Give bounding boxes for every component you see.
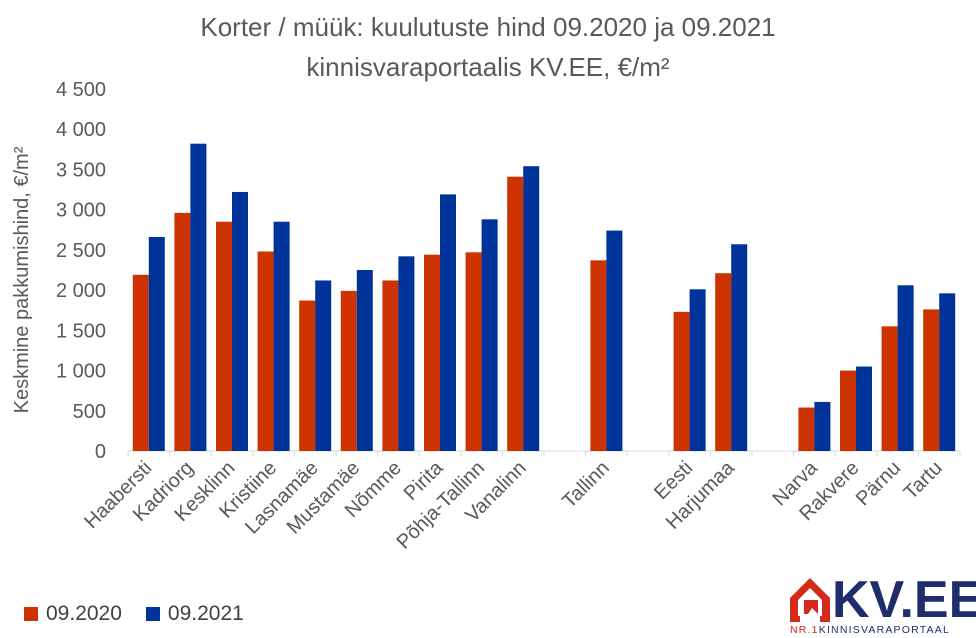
bar-09.2020 xyxy=(299,300,316,451)
chart-title-line-2: kinnisvaraportaalis KV.EE, €/m² xyxy=(306,52,670,82)
y-tick-label: 4 500 xyxy=(56,79,106,101)
bar-09.2021 xyxy=(731,244,748,451)
legend-swatch-2020 xyxy=(24,607,38,621)
bar-09.2020 xyxy=(340,290,357,451)
y-tick-label: 1 000 xyxy=(56,361,106,383)
bar-09.2021 xyxy=(814,401,831,451)
x-category-label: Pärnu xyxy=(852,457,905,510)
bar-09.2021 xyxy=(148,237,165,451)
bar-09.2021 xyxy=(689,289,706,451)
bar-09.2020 xyxy=(382,280,399,451)
bar-09.2020 xyxy=(216,221,232,451)
chart-title-line-1: Korter / müük: kuulutuste hind 09.2020 j… xyxy=(200,12,776,42)
bar-09.2020 xyxy=(881,326,898,451)
bar-09.2021 xyxy=(356,270,373,451)
bar-09.2020 xyxy=(923,309,940,451)
bar-chart: 0 500 1 000 1 500 2 000 2 500 3 000 3 500 4 000 4… xyxy=(11,79,961,554)
bar-09.2021 xyxy=(398,256,415,451)
logo-tagline: NR.1KINNISVARAPORTAAL xyxy=(790,624,950,636)
bar-09.2021 xyxy=(856,366,872,451)
y-tick-label: 2 500 xyxy=(56,240,106,262)
house-icon xyxy=(790,578,830,622)
y-tick-label: 3 000 xyxy=(56,200,106,222)
y-tick-label: 1 500 xyxy=(56,320,106,342)
legend-label-2021: 09.2021 xyxy=(167,602,244,625)
bar-09.2021 xyxy=(440,194,456,452)
bar-09.2020 xyxy=(507,176,524,451)
logo-tagline-prefix: NR.1 xyxy=(790,624,819,636)
y-axis-title: Keskmine pakkumishind, €/m² xyxy=(11,146,33,413)
bar-09.2020 xyxy=(465,252,482,451)
bar-09.2021 xyxy=(315,280,332,451)
bar-09.2020 xyxy=(424,254,440,451)
y-tick-label: 500 xyxy=(73,401,106,423)
bar-09.2021 xyxy=(523,166,540,451)
bar-09.2021 xyxy=(232,191,248,452)
kvee-logo: KV.EE NR.1KINNISVARAPORTAAL xyxy=(788,571,976,636)
legend-swatch-2021 xyxy=(145,607,160,621)
legend-item-2021: 09.2021 xyxy=(145,602,244,626)
y-tick-label: 4 000 xyxy=(56,119,106,141)
bar-09.2020 xyxy=(590,260,607,451)
y-tick-label: 3 500 xyxy=(56,159,106,181)
bar-09.2021 xyxy=(273,221,290,451)
x-category-label: Tartu xyxy=(900,457,947,504)
bar-09.2020 xyxy=(673,311,690,451)
x-category-label: Tallinn xyxy=(558,457,614,513)
bar-09.2021 xyxy=(606,230,623,451)
bar-09.2021 xyxy=(481,219,498,451)
y-tick-label: 0 xyxy=(95,441,106,463)
bar-09.2020 xyxy=(798,407,815,451)
bar-09.2021 xyxy=(190,143,207,452)
bar-09.2020 xyxy=(840,370,856,451)
bar-09.2021 xyxy=(897,285,914,451)
y-tick-label: 2 000 xyxy=(56,280,106,302)
logo-wordmark: KV.EE xyxy=(832,571,976,629)
bar-09.2021 xyxy=(939,293,956,451)
legend-item-2020: 09.2020 xyxy=(24,602,122,626)
bar-09.2020 xyxy=(132,274,149,451)
bar-09.2020 xyxy=(257,251,274,451)
logo-tagline-text: KINNISVARAPORTAAL xyxy=(818,624,950,636)
bar-09.2020 xyxy=(174,212,191,451)
legend-label-2020: 09.2020 xyxy=(46,602,122,625)
bar-09.2020 xyxy=(715,273,732,451)
chart-legend: 09.2020 09.2021 xyxy=(24,602,268,626)
